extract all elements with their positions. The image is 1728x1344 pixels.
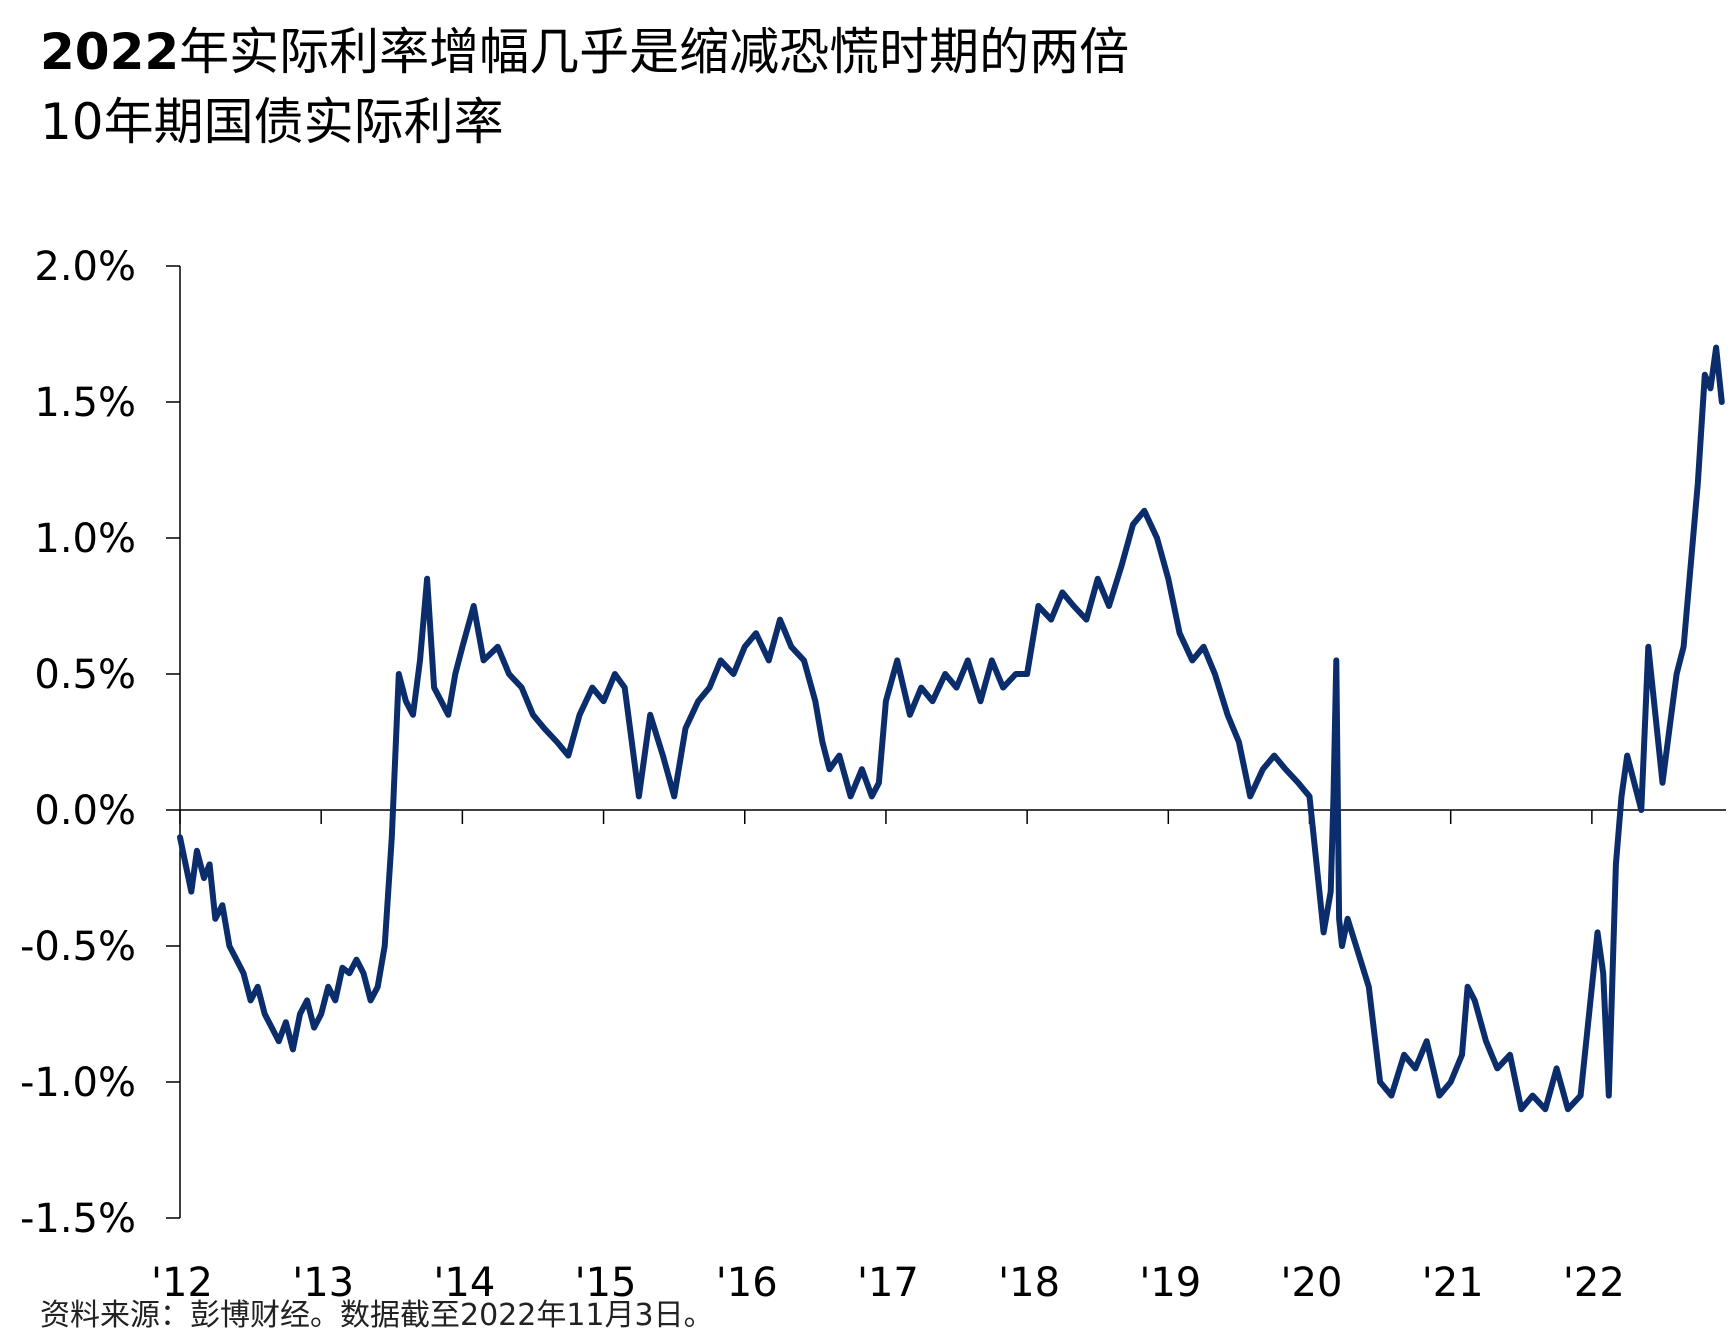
y-tick-label: -0.5% bbox=[20, 924, 136, 970]
chart-title-year: 2022 bbox=[40, 23, 180, 81]
x-tick-label: '18 bbox=[998, 1260, 1060, 1306]
x-tick-label: '19 bbox=[1139, 1260, 1201, 1306]
x-tick-label: '16 bbox=[716, 1260, 778, 1306]
x-tick-label: '21 bbox=[1422, 1260, 1484, 1306]
y-tick-label: 0.5% bbox=[34, 652, 136, 698]
y-tick-label: -1.5% bbox=[20, 1196, 136, 1242]
y-tick-label: -1.0% bbox=[20, 1060, 136, 1106]
y-tick-label: 1.5% bbox=[34, 380, 136, 426]
y-tick-label: 2.0% bbox=[34, 244, 136, 290]
x-tick-label: '12 bbox=[151, 1260, 213, 1306]
y-tick-label: 1.0% bbox=[34, 516, 136, 562]
source-note: 资料来源：彭博财经。数据截至2022年11月3日。 bbox=[40, 1298, 714, 1333]
x-tick-label: '15 bbox=[575, 1260, 637, 1306]
series-layer bbox=[177, 344, 1725, 1113]
x-tick-label: '20 bbox=[1281, 1260, 1343, 1306]
x-tick-label: '22 bbox=[1563, 1260, 1625, 1306]
chart-title-text: 年实际利率增幅几乎是缩减恐慌时期的两倍 bbox=[179, 23, 1130, 81]
x-tick-label: '17 bbox=[857, 1260, 919, 1306]
x-axis: '12 '13 '14 '15 '16 '17 '18 '19 '20 '21 '22 bbox=[151, 809, 1726, 1306]
x-tick-label: '14 bbox=[433, 1260, 495, 1306]
x-tick-label: '13 bbox=[292, 1260, 354, 1306]
y-tick-label: 0.0% bbox=[34, 788, 136, 834]
chart-subtitle: 10年期国债实际利率 bbox=[40, 93, 504, 151]
y-axis: 2.0% 1.5% 1.0% 0.5% 0.0% -0.5% -1.0% -1.5% bbox=[20, 244, 181, 1242]
chart-title: 2022年实际利率增幅几乎是缩减恐慌时期的两倍 bbox=[40, 22, 1129, 82]
series-line bbox=[177, 344, 1725, 1113]
